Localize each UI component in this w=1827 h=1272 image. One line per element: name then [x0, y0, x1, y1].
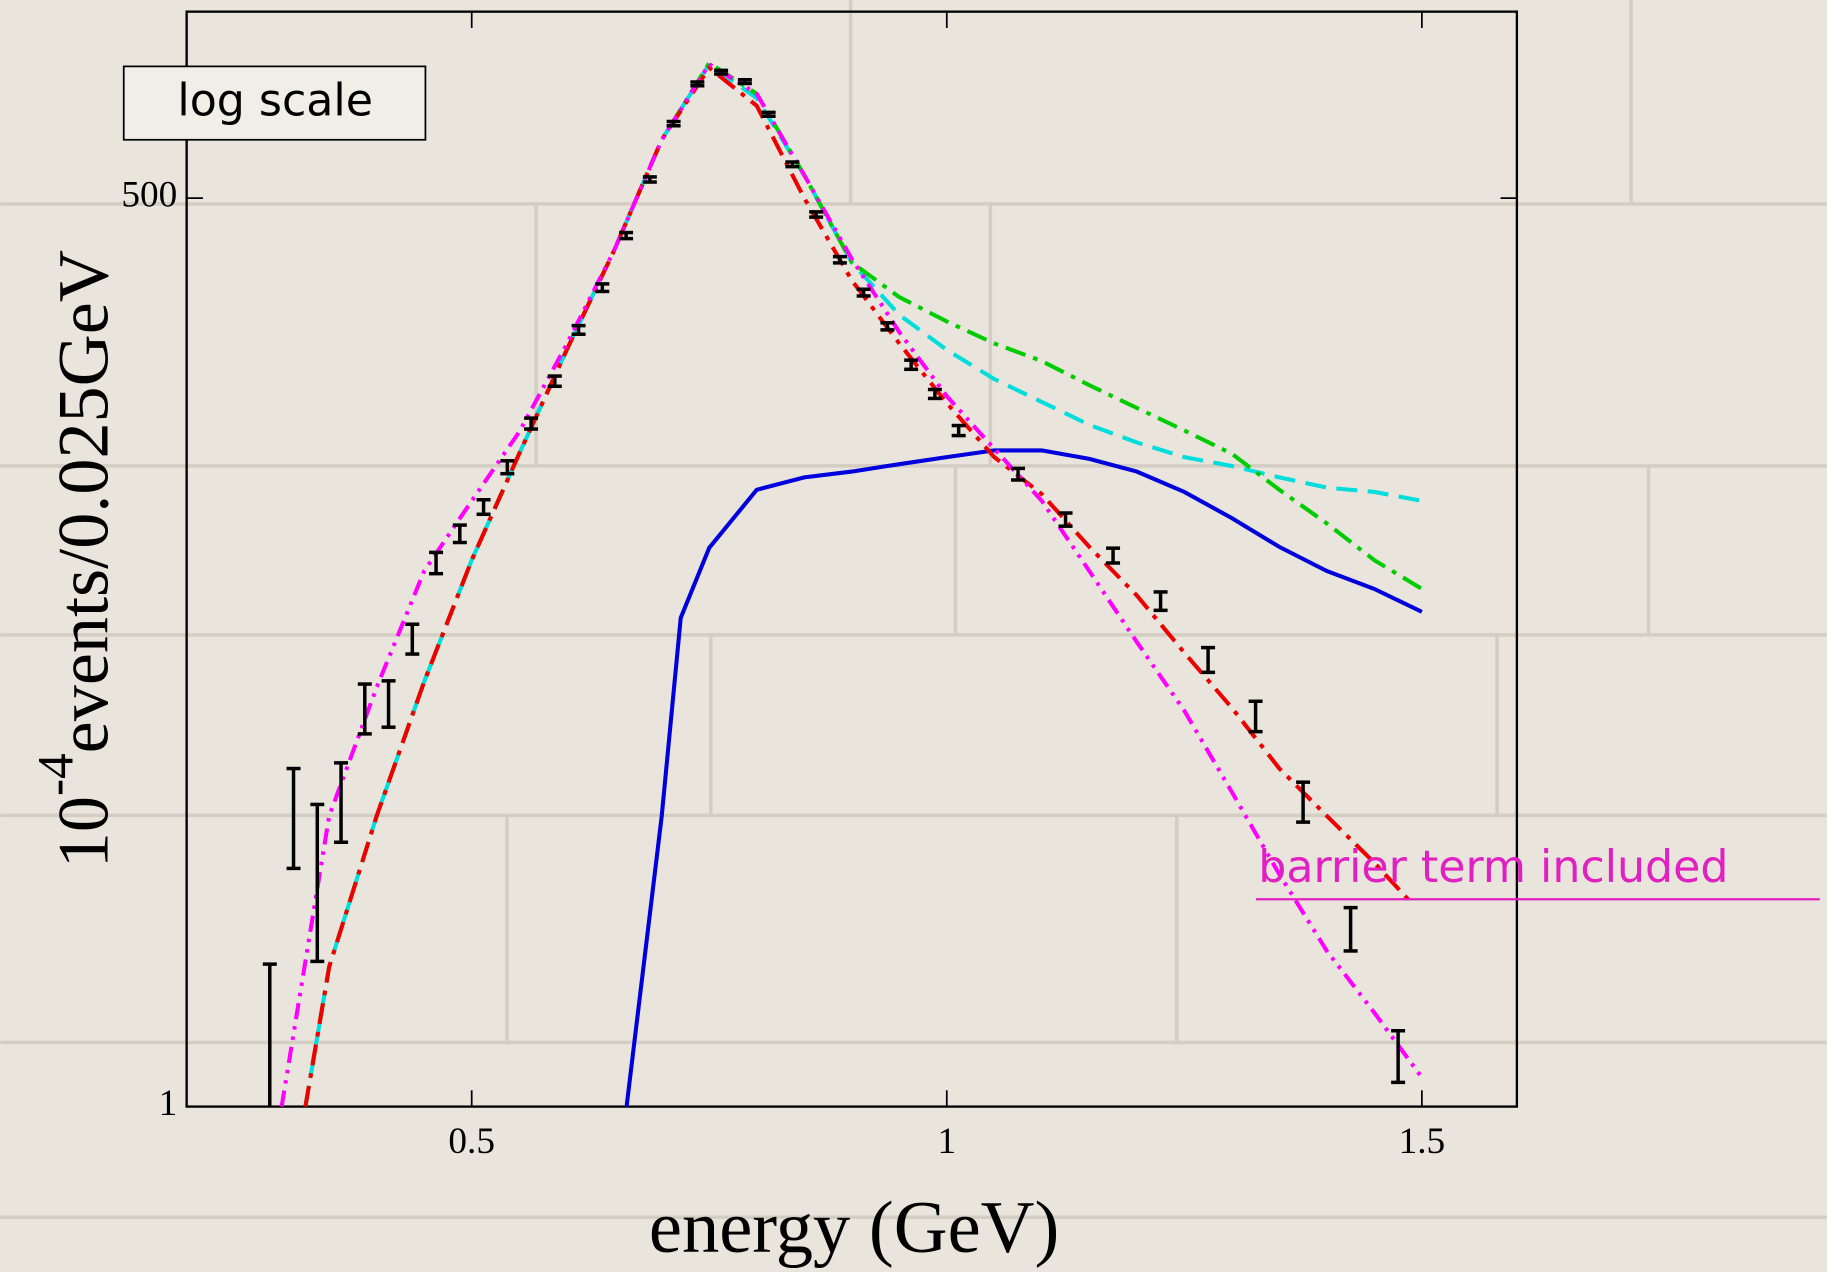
y-tick-label: 1 — [159, 1083, 178, 1124]
y-label-base: 10 — [43, 796, 123, 868]
chart: 0.5 1 1.5 1 500 log scale barrier term inclu… — [0, 0, 1827, 1272]
wall-background — [0, 0, 1826, 1272]
x-axis-label: energy (GeV) — [649, 1187, 1059, 1269]
y-label-text: events/0.025GeV — [43, 250, 123, 753]
x-tick-label: 1 — [937, 1121, 956, 1162]
y-label-exponent: -4 — [27, 753, 84, 796]
x-tick-label: 1.5 — [1399, 1121, 1446, 1162]
x-tick-label: 0.5 — [448, 1121, 495, 1162]
y-tick-label: 500 — [121, 175, 177, 216]
annotation: barrier term included — [1258, 842, 1728, 893]
annotation: log scale — [177, 76, 373, 127]
